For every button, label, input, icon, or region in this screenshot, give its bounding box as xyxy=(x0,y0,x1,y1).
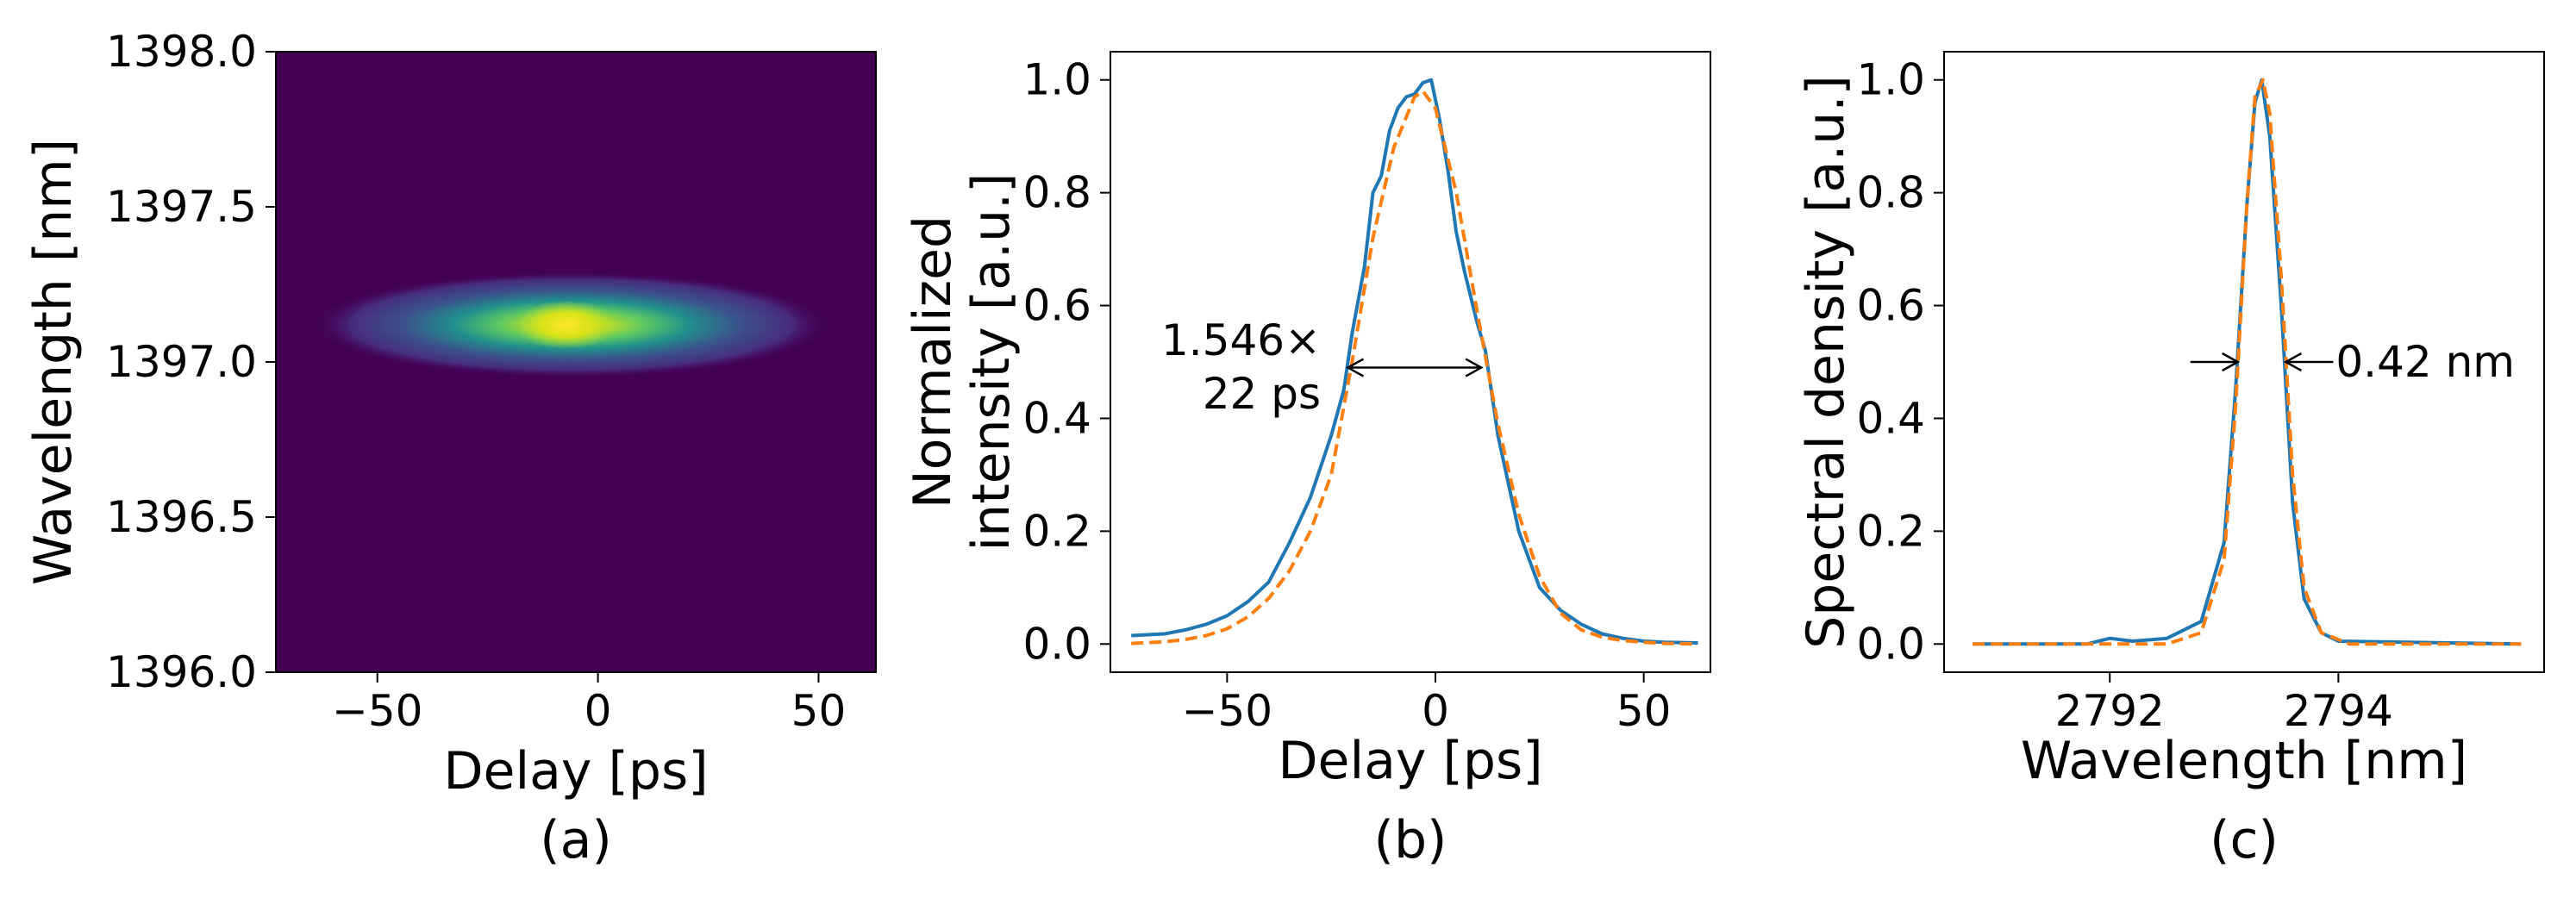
y-tick-label: 0.0 xyxy=(1856,619,1925,669)
series-group-b xyxy=(1131,78,1698,646)
y-tick-label: 0.0 xyxy=(1022,619,1091,669)
y-axis-label-b-line2: intensity [a.u.] xyxy=(961,173,1022,552)
fwhm-annotation-line1-b: 1.546× xyxy=(1161,315,1321,365)
y-tick-label: 0.2 xyxy=(1856,506,1925,556)
y-tick-label: 1396.5 xyxy=(106,492,257,542)
y-tick-label: 0.6 xyxy=(1856,281,1925,331)
panel-label-c: (c) xyxy=(2210,810,2279,870)
fwhm-arrowhead-left-c xyxy=(2222,352,2241,372)
series-line-dashed xyxy=(1973,78,2522,646)
fwhm-arrowhead-right-b xyxy=(1465,358,1484,377)
y-tick-label: 0.4 xyxy=(1856,393,1925,443)
y-ticks-a: 1396.0 1396.5 1397.0 1397.5 1398.0 xyxy=(106,27,276,697)
panel-a: −50 0 50 1396.0 1396.5 1397.0 1397.5 1398.0 De… xyxy=(23,27,877,870)
y-ticks-c: 0.0 0.2 0.4 0.6 0.8 1.0 xyxy=(1856,55,1944,669)
series-group-c xyxy=(1973,78,2522,646)
fwhm-annotation-c: 0.42 nm xyxy=(2335,337,2515,387)
y-tick-label: 1397.5 xyxy=(106,182,257,232)
x-ticks-c: 2792 2794 xyxy=(2055,672,2393,736)
y-axis-label-b-line1: Normalized xyxy=(903,215,963,508)
y-axis-label-a: Wavelength [nm] xyxy=(23,139,84,585)
y-tick-label: 1398.0 xyxy=(106,27,257,77)
x-axis-label-c: Wavelength [nm] xyxy=(2021,731,2467,791)
y-tick-label: 1396.0 xyxy=(106,647,257,697)
y-ticks-b: 0.0 0.2 0.4 0.6 0.8 1.0 xyxy=(1022,55,1110,669)
x-tick-label: 2794 xyxy=(2284,686,2393,736)
panel-label-b: (b) xyxy=(1374,810,1447,870)
fwhm-arrowhead-left-b xyxy=(1345,358,1365,377)
x-tick-label: −50 xyxy=(1182,686,1273,736)
y-tick-label: 0.8 xyxy=(1856,168,1925,218)
y-axis-label-c: Spectral density [a.u.] xyxy=(1796,75,1856,649)
fwhm-arrowhead-right-c xyxy=(2283,352,2302,372)
x-tick-label: 0 xyxy=(1422,686,1449,736)
series-line-dashed xyxy=(1131,89,1698,646)
y-tick-label: 1397.0 xyxy=(106,337,257,387)
heatmap-peak-core xyxy=(514,300,618,349)
x-axis-label-b: Delay [ps] xyxy=(1278,731,1542,791)
x-axis-label-a: Delay [ps] xyxy=(443,741,708,801)
x-tick-label: 0 xyxy=(585,686,612,736)
x-ticks-b: −50 0 50 xyxy=(1182,672,1672,736)
y-tick-label: 0.2 xyxy=(1022,506,1091,556)
panel-label-a: (a) xyxy=(540,810,612,870)
x-tick-label: 50 xyxy=(791,686,847,736)
panel-c: 2792 2794 0.0 0.2 0.4 0.6 0.8 1.0 0.42 nm Wave… xyxy=(1796,51,2545,870)
y-tick-label: 0.4 xyxy=(1022,393,1091,443)
axes-frame-c xyxy=(1943,51,2545,673)
y-tick-label: 0.6 xyxy=(1022,281,1091,331)
x-tick-label: −50 xyxy=(332,686,423,736)
y-tick-label: 1.0 xyxy=(1022,55,1091,105)
series-line-solid xyxy=(1131,78,1698,645)
y-tick-label: 0.8 xyxy=(1022,168,1091,218)
x-tick-label: 50 xyxy=(1616,686,1672,736)
x-ticks-a: −50 0 50 xyxy=(332,672,846,736)
x-tick-label: 2792 xyxy=(2055,686,2165,736)
y-tick-label: 1.0 xyxy=(1856,55,1925,105)
fwhm-annotation-line2-b: 22 ps xyxy=(1203,369,1321,419)
panel-b: −50 0 50 0.0 0.2 0.4 0.6 0.8 1.0 1.546× 22 ps D… xyxy=(903,51,1711,870)
axes-frame-b xyxy=(1110,51,1711,673)
